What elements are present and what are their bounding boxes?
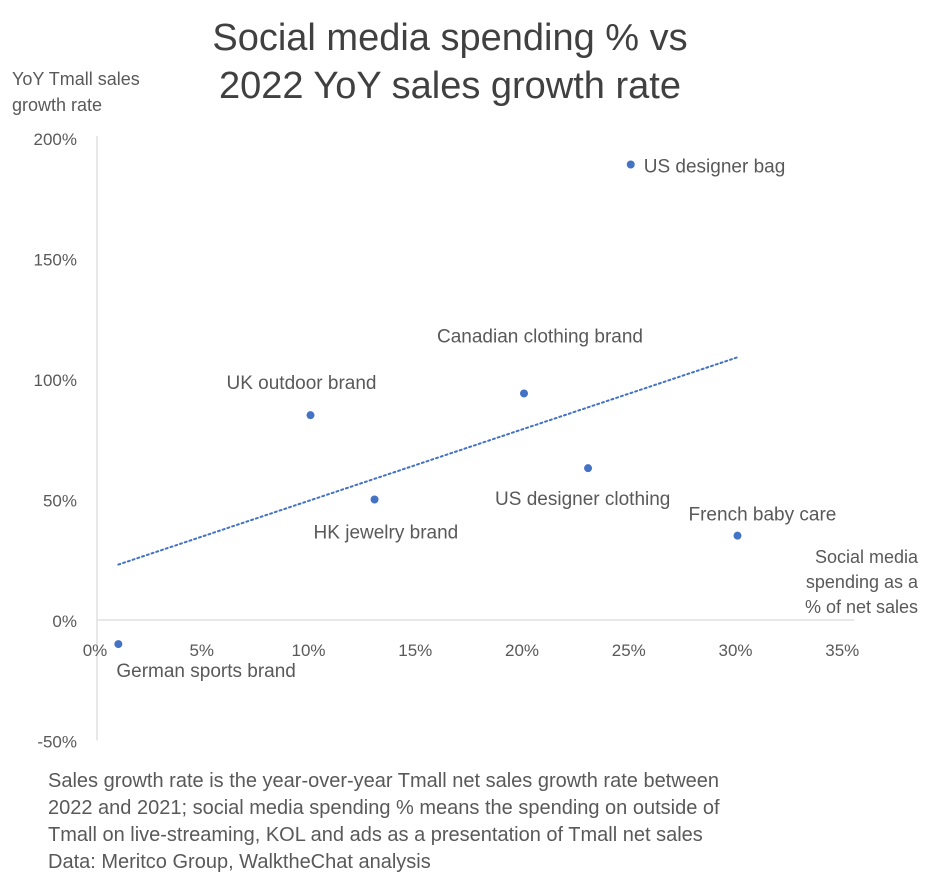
chart-title: Social media spending % vs 2022 YoY sale… [150, 14, 750, 110]
chart-title-line-1: Social media spending % vs [212, 17, 688, 59]
chart-title-line-2: 2022 YoY sales growth rate [219, 65, 681, 107]
data-point [584, 464, 593, 473]
x-tick-label: 20% [505, 641, 539, 660]
data-point-label: US designer clothing [495, 489, 670, 510]
footnote-line-2: 2022 and 2021; social media spending % m… [48, 797, 720, 819]
x-tick-label: 25% [612, 641, 646, 660]
x-axis-label: Social media spending as a % of net sale… [805, 545, 918, 620]
x-axis-label-line-3: % of net sales [804, 597, 918, 617]
data-point [370, 495, 379, 504]
data-point-label: Canadian clothing brand [437, 326, 643, 347]
data-point-label: US designer bag [644, 157, 786, 178]
y-axis-label-line-1: YoY Tmall sales [12, 69, 140, 89]
footnote-line-1: Sales growth rate is the year-over-year … [48, 770, 720, 792]
data-point-label: French baby care [689, 505, 837, 526]
data-point [733, 531, 742, 540]
data-point-label: HK jewelry brand [314, 523, 459, 544]
x-tick-label: 15% [398, 641, 432, 660]
footnote: Sales growth rate is the year-over-year … [48, 768, 928, 876]
x-tick-label: 5% [189, 641, 214, 660]
footnote-line-4: Data: Meritco Group, WalktheChat analysi… [48, 851, 431, 873]
data-point [114, 640, 123, 649]
data-point [306, 411, 315, 420]
y-tick-label: 0% [52, 612, 77, 631]
trendline [117, 356, 739, 566]
x-tick-label: 30% [718, 641, 752, 660]
y-tick-label: -50% [37, 733, 77, 752]
y-tick-label: 50% [43, 492, 77, 511]
data-point-label: German sports brand [116, 661, 296, 682]
data-point [626, 160, 635, 169]
y-axis-label-line-2: growth rate [12, 95, 103, 115]
data-point-label: UK outdoor brand [227, 373, 377, 394]
y-tick-label: 150% [34, 251, 77, 270]
data-point [520, 389, 528, 398]
y-axis-label: YoY Tmall sales growth rate [12, 66, 140, 118]
x-axis-label-line-1: Social media [814, 547, 918, 567]
y-tick-label: 200% [34, 130, 77, 149]
footnote-line-3: Tmall on live-streaming, KOL and ads as … [48, 824, 703, 846]
x-axis-label-line-2: spending as a [805, 572, 918, 592]
y-tick-label: 100% [34, 371, 77, 390]
x-tick-label: 10% [291, 641, 325, 660]
x-tick-label: 35% [825, 641, 859, 660]
x-tick-label: 0% [83, 641, 108, 660]
